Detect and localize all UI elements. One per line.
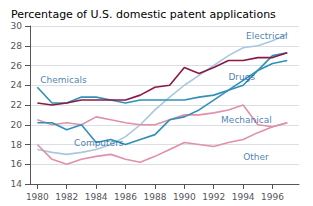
- svg-text:Chemicals: Chemicals: [40, 75, 87, 85]
- svg-text:16: 16: [11, 159, 23, 169]
- svg-text:1984: 1984: [85, 192, 108, 202]
- svg-text:1994: 1994: [232, 192, 255, 202]
- svg-text:Electrical: Electrical: [246, 31, 287, 41]
- svg-text:1992: 1992: [202, 192, 225, 202]
- svg-text:Other: Other: [243, 152, 269, 162]
- svg-text:1990: 1990: [173, 192, 196, 202]
- svg-text:1986: 1986: [114, 192, 137, 202]
- svg-text:20: 20: [11, 120, 23, 130]
- svg-text:1996: 1996: [261, 192, 284, 202]
- svg-text:24: 24: [11, 80, 23, 90]
- svg-text:22: 22: [11, 100, 22, 110]
- svg-text:1982: 1982: [55, 192, 78, 202]
- svg-text:Computers: Computers: [74, 138, 124, 148]
- svg-text:30: 30: [11, 21, 23, 31]
- svg-text:Mechanical: Mechanical: [221, 115, 272, 125]
- svg-text:28: 28: [11, 41, 23, 51]
- svg-text:1980: 1980: [26, 192, 49, 202]
- svg-text:26: 26: [11, 61, 23, 71]
- svg-text:Percentage of U.S. domestic pa: Percentage of U.S. domestic patent appli…: [11, 8, 276, 21]
- svg-text:14: 14: [11, 179, 23, 189]
- svg-text:1988: 1988: [143, 192, 166, 202]
- svg-text:Drugs: Drugs: [228, 72, 255, 82]
- svg-text:18: 18: [11, 140, 23, 150]
